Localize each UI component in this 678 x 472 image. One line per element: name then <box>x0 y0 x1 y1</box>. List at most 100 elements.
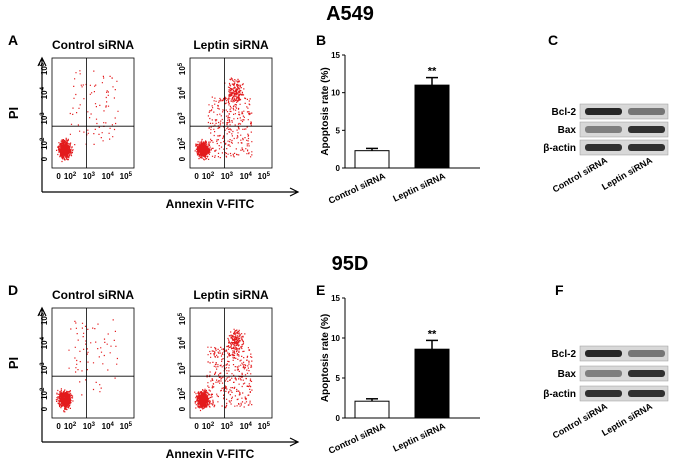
tick-base: 10 <box>64 422 73 431</box>
tick-label: 104 <box>178 336 187 349</box>
tick-exp: 4 <box>178 86 184 90</box>
tick-base: 10 <box>178 340 187 349</box>
tick-exp: 2 <box>73 422 77 428</box>
y-tick-label: 10 <box>331 334 340 343</box>
blot-band <box>585 370 622 377</box>
tick-base: 10 <box>40 140 49 149</box>
plot-title: Control siRNA <box>52 38 134 52</box>
tick-exp: 5 <box>129 172 133 178</box>
tick-label: 103 <box>83 172 96 181</box>
tick-label: 102 <box>178 137 187 150</box>
tick-label: 0 <box>178 406 187 411</box>
tick-exp: 5 <box>178 62 184 66</box>
axis-arrow <box>37 56 47 192</box>
significance: ** <box>428 328 437 340</box>
tick-base: 10 <box>202 172 211 181</box>
tick-base: 0 <box>40 406 49 411</box>
tick-exp: 2 <box>211 422 215 428</box>
tick-label: 102 <box>64 422 77 431</box>
x-axis-label: Annexin V-FITC <box>166 197 255 211</box>
bar <box>414 348 450 419</box>
tick-label: 104 <box>178 86 187 99</box>
y-axis-label: PI <box>6 357 21 369</box>
tick-base: 0 <box>194 422 199 431</box>
tick-exp: 3 <box>230 422 234 428</box>
y-tick-label: 10 <box>331 89 340 98</box>
dots <box>194 77 253 161</box>
tick-exp: 2 <box>40 137 46 141</box>
plot-title: Leptin siRNA <box>193 288 269 302</box>
tick-base: 10 <box>40 340 49 349</box>
plot-frame <box>51 57 135 169</box>
tick-base: 10 <box>102 422 111 431</box>
plot-title: Control siRNA <box>52 288 134 302</box>
y-tick-label: 0 <box>336 164 341 173</box>
blot-band <box>628 126 665 133</box>
blot-row-label: β-actin <box>543 389 576 400</box>
tick-exp: 4 <box>249 422 253 428</box>
bar <box>354 150 390 169</box>
tick-label: 105 <box>258 172 271 181</box>
tick-label: 0 <box>56 172 61 181</box>
tick-exp: 3 <box>92 172 96 178</box>
tick-base: 10 <box>40 115 49 124</box>
blot-strip <box>579 121 669 138</box>
blot-strip <box>579 365 669 382</box>
tick-base: 0 <box>56 422 61 431</box>
tick-exp: 5 <box>267 172 271 178</box>
y-tick-label: 15 <box>331 51 340 60</box>
bar <box>414 84 450 169</box>
tick-exp: 2 <box>40 387 46 391</box>
tick-exp: 4 <box>249 172 253 178</box>
y-axis-title: Apoptosis rate (%) <box>320 314 331 402</box>
blot-lane-label: Control siRNA <box>551 155 610 195</box>
significance: ** <box>428 66 437 78</box>
blot-band <box>628 144 665 151</box>
blot-band <box>585 126 622 133</box>
tick-base: 10 <box>120 422 129 431</box>
tick-label: 102 <box>202 422 215 431</box>
blot-strip <box>579 103 669 120</box>
tick-base: 10 <box>240 422 249 431</box>
y-tick-label: 0 <box>336 414 341 423</box>
tick-base: 0 <box>178 406 187 411</box>
tick-label: 0 <box>194 172 199 181</box>
tick-exp: 4 <box>178 336 184 340</box>
tick-exp: 2 <box>178 387 184 391</box>
tick-base: 10 <box>202 422 211 431</box>
tick-base: 10 <box>178 365 187 374</box>
tick-exp: 3 <box>92 422 96 428</box>
dots <box>56 70 119 163</box>
tick-label: 104 <box>102 422 115 431</box>
y-tick-label: 5 <box>336 126 341 135</box>
tick-exp: 3 <box>230 172 234 178</box>
dots <box>194 328 253 412</box>
panel-title: A549 <box>326 3 374 25</box>
tick-base: 10 <box>40 316 49 325</box>
tick-base: 10 <box>258 422 267 431</box>
tick-base: 10 <box>221 422 230 431</box>
tick-base: 10 <box>178 140 187 149</box>
blot-lane-label: Leptin siRNA <box>600 155 654 192</box>
tick-exp: 5 <box>40 62 46 66</box>
tick-exp: 5 <box>129 422 133 428</box>
tick-base: 0 <box>40 156 49 161</box>
y-tick-label: 15 <box>331 294 340 303</box>
blot-lane-label: Control siRNA <box>551 401 610 441</box>
tick-base: 10 <box>40 365 49 374</box>
tick-label: 105 <box>120 172 133 181</box>
tick-label: 105 <box>258 422 271 431</box>
blot-row-label: β-actin <box>543 143 576 154</box>
blot-band <box>628 370 665 377</box>
tick-base: 10 <box>178 90 187 99</box>
tick-label: 0 <box>194 422 199 431</box>
tick-exp: 2 <box>178 137 184 141</box>
tick-base: 10 <box>258 172 267 181</box>
x-tick-label: Control siRNA <box>327 421 387 456</box>
panel-title: 95D <box>332 253 369 275</box>
tick-label: 103 <box>221 172 234 181</box>
tick-exp: 4 <box>111 172 115 178</box>
blot-band <box>585 144 622 151</box>
blot-band <box>585 390 622 397</box>
